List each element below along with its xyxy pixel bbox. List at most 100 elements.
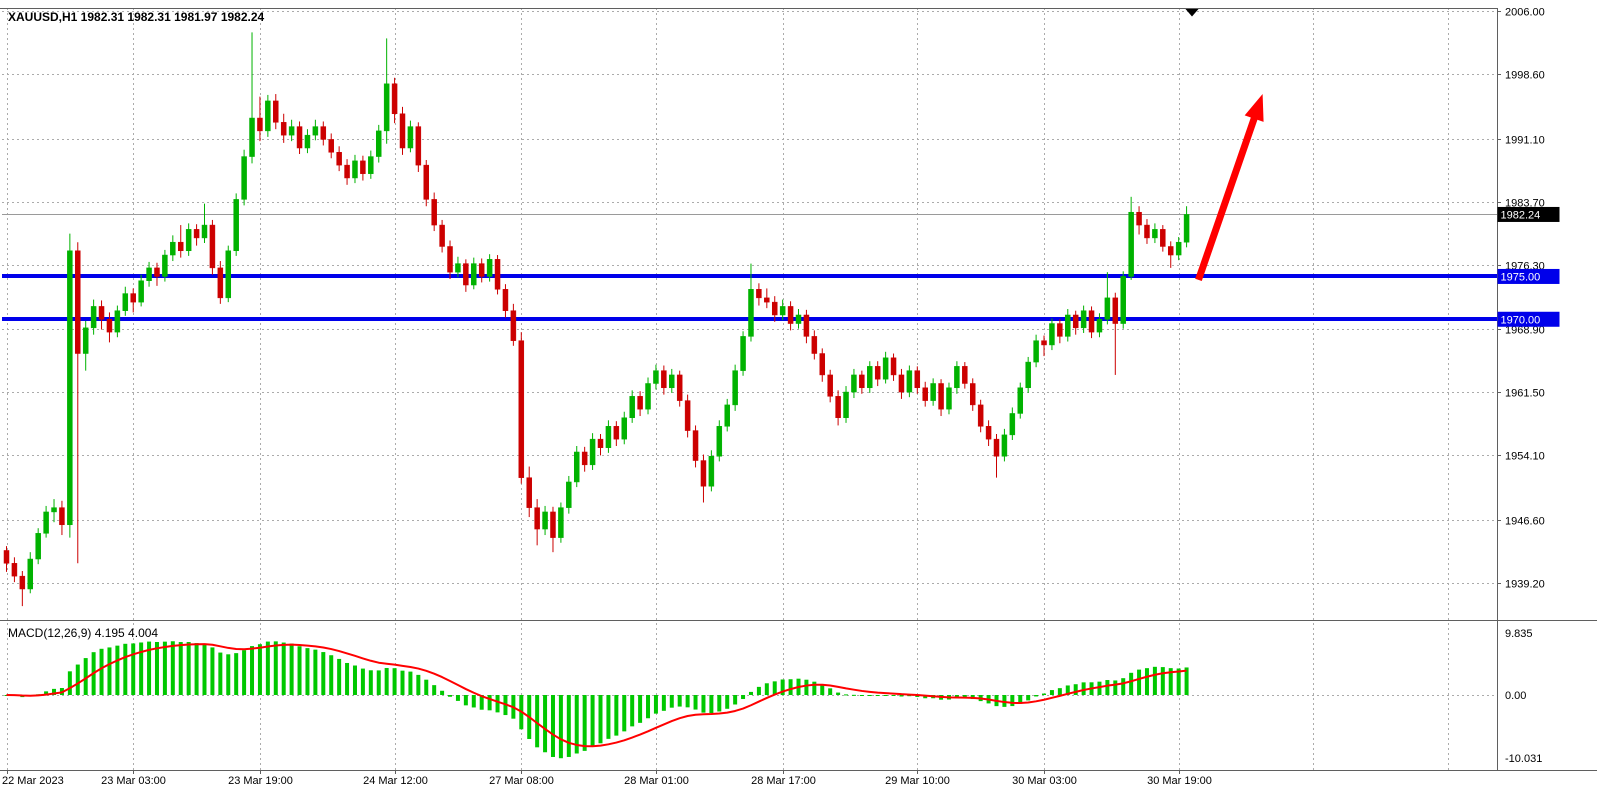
price-tick-label: 1946.60 [1505, 516, 1545, 528]
macd-histogram-bar [250, 646, 255, 695]
price-tick-label: 1983.70 [1505, 198, 1545, 210]
macd-histogram-bar [99, 648, 104, 695]
macd-histogram-bar [574, 695, 579, 754]
price-tick-label: 1968.90 [1505, 325, 1545, 337]
macd-histogram-bar [44, 691, 49, 695]
macd-histogram-bar [606, 695, 611, 739]
macd-histogram-bar [432, 685, 437, 695]
macd-histogram-bar [543, 695, 548, 753]
macd-histogram-bar [709, 695, 714, 714]
macd-histogram-bar [1049, 690, 1054, 695]
price-tag-level-text: 1970.00 [1501, 314, 1541, 326]
macd-histogram-bar [440, 690, 445, 695]
macd-histogram-bar [67, 671, 72, 695]
price-tick-label: 1961.50 [1505, 388, 1545, 400]
macd-histogram-bar [685, 695, 690, 708]
macd-histogram-bar [218, 652, 223, 695]
macd-histogram-bar [590, 695, 595, 747]
macd-histogram-bar [1097, 681, 1102, 695]
macd-histogram-bar [1002, 695, 1007, 707]
price-tag-level [1497, 311, 1560, 327]
macd-histogram-bar [154, 641, 159, 695]
macd-histogram-bar [733, 695, 738, 705]
macd-histogram-bar [479, 695, 484, 710]
macd-histogram-bar [257, 644, 262, 695]
time-tick-label: 28 Mar 01:00 [624, 775, 689, 787]
macd-histogram-bar [297, 646, 302, 695]
time-tick-label: 28 Mar 17:00 [751, 775, 816, 787]
macd-histogram-bar [653, 695, 658, 714]
macd-histogram-bar [289, 643, 294, 695]
macd-histogram-bar [487, 695, 492, 711]
macd-histogram-bar [115, 645, 120, 695]
macd-histogram-bar [107, 647, 112, 695]
macd-histogram-bar [844, 694, 849, 696]
price-scale[interactable]: 2006.001998.601991.101983.701976.301968.… [1497, 7, 1560, 766]
macd-histogram-bar [582, 695, 587, 751]
macd-tick-label: 0.00 [1505, 690, 1526, 702]
macd-histogram-bar [598, 695, 603, 744]
macd-tick-label: -10.031 [1505, 753, 1542, 765]
macd-histogram-bar [1184, 667, 1189, 695]
macd-histogram-bar [859, 695, 864, 696]
macd-histogram-bar [1010, 695, 1015, 707]
trend-arrow-annotation[interactable] [1195, 94, 1264, 282]
macd-histogram-bar [764, 683, 769, 695]
macd-histogram-bar [748, 691, 753, 695]
chart-shift-marker [1185, 9, 1199, 17]
macd-histogram-bar [717, 695, 722, 712]
grid-lines [2, 8, 1497, 770]
macd-histogram-bar [234, 653, 239, 695]
macd-histogram-bar [1081, 682, 1086, 695]
macd-histogram-bar [1057, 688, 1062, 695]
macd-histogram-bar [345, 662, 350, 695]
price-tag-current [1497, 206, 1560, 222]
macd-histogram-bar [693, 695, 698, 710]
macd-histogram-bar [123, 643, 128, 695]
macd-histogram-bar [1026, 695, 1031, 701]
symbol-ohlc-label: XAUUSD,H1 1982.31 1982.31 1981.97 1982.2… [8, 10, 265, 24]
macd-histogram-bar [1018, 695, 1023, 704]
macd-histogram-bar [360, 668, 365, 695]
macd-tick-label: 9.835 [1505, 628, 1533, 640]
macd-histogram-bar [1042, 693, 1047, 695]
macd-histogram-bar [337, 658, 342, 695]
macd-histogram-bar [646, 695, 651, 719]
macd-indicator-label: MACD(12,26,9) 4.195 4.004 [8, 626, 159, 640]
macd-histogram-bar [147, 641, 152, 695]
macd-histogram-bar [780, 679, 785, 695]
macd-histogram-bar [1073, 684, 1078, 695]
macd-histogram-bar [368, 670, 373, 695]
macd-panel [4, 641, 1189, 759]
macd-histogram-bar [186, 642, 191, 695]
time-tick-label: 29 Mar 10:00 [885, 775, 950, 787]
time-scale[interactable]: 22 Mar 2023 23 Mar 03:00 23 Mar 19:00 24 Ma… [2, 770, 1212, 787]
macd-histogram-bar [305, 648, 310, 695]
macd-histogram-bar [408, 671, 413, 695]
macd-histogram-bar [471, 695, 476, 708]
macd-histogram-bar [178, 642, 183, 695]
time-tick-label: 30 Mar 19:00 [1147, 775, 1212, 787]
macd-histogram-bar [630, 695, 635, 727]
macd-histogram-bar [1129, 672, 1134, 695]
macd-histogram-bar [265, 641, 270, 695]
macd-histogram-bar [622, 695, 627, 732]
macd-histogram-bar [162, 641, 167, 695]
macd-histogram-bar [812, 681, 817, 695]
macd-histogram-bar [891, 695, 896, 696]
trend-arrow-head [1244, 94, 1264, 122]
macd-histogram-bar [772, 681, 777, 695]
time-tick-label: 23 Mar 03:00 [101, 775, 166, 787]
macd-histogram-bar [226, 654, 231, 695]
price-tag-level [1497, 268, 1560, 284]
macd-histogram-bar [867, 695, 872, 696]
macd-histogram-bar [851, 694, 856, 696]
macd-histogram-bar [899, 695, 904, 697]
macd-histogram-bar [1121, 678, 1126, 695]
time-tick-label: 22 Mar 2023 [2, 775, 64, 787]
macd-histogram-bar [194, 643, 199, 695]
macd-histogram-bar [962, 695, 967, 698]
macd-histogram-bar [131, 643, 136, 695]
macd-histogram-bar [463, 695, 468, 706]
